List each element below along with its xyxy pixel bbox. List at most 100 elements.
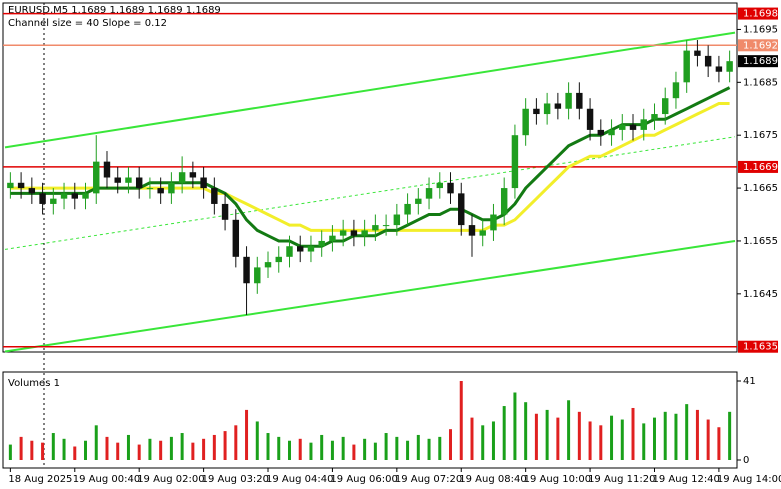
candle-body xyxy=(629,124,637,130)
candle-body xyxy=(415,198,422,204)
candle-body xyxy=(28,188,36,194)
candle-body xyxy=(17,182,25,189)
chart-subtitle: Channel size = 40 Slope = 0.12 xyxy=(8,18,167,29)
volume-panel xyxy=(2,371,738,469)
x-tick-label: 19 Aug 11:20 xyxy=(588,474,655,485)
candle-body xyxy=(425,188,433,199)
price-level-label: 1.1689 xyxy=(743,56,778,67)
x-tick-label: 19 Aug 03:20 xyxy=(202,474,269,485)
candle-body xyxy=(157,188,164,194)
volume-title: Volumes 1 xyxy=(8,378,60,389)
volume-tick-label: 0 xyxy=(743,455,749,466)
candle-body xyxy=(704,55,712,67)
x-tick-label: 19 Aug 07:20 xyxy=(395,474,462,485)
price-level-box xyxy=(738,160,778,173)
y-tick-label: 1.1685 xyxy=(743,77,778,88)
candle-body xyxy=(350,230,358,236)
candle-body xyxy=(254,267,261,284)
candle-body xyxy=(490,214,497,231)
channel-lower xyxy=(4,239,736,353)
candle-body xyxy=(511,135,519,189)
candle-body xyxy=(694,50,701,56)
candle-body xyxy=(200,177,207,189)
candle-body xyxy=(232,219,240,257)
x-tick-label: 19 Aug 12:40 xyxy=(652,474,719,485)
candle-body xyxy=(71,193,78,199)
candle-body xyxy=(458,193,465,226)
candle-body xyxy=(436,182,443,189)
candle-body xyxy=(60,193,68,199)
candle-body xyxy=(683,50,690,83)
candle-body xyxy=(211,188,218,204)
y-tick-label: 1.1665 xyxy=(743,183,778,194)
y-tick-label: 1.1675 xyxy=(743,130,778,141)
candle-body xyxy=(468,225,476,236)
candle-body xyxy=(404,203,411,215)
candle-body xyxy=(479,230,486,236)
candle-body xyxy=(619,124,626,130)
price-level-label: 1.1692 xyxy=(743,40,778,51)
candle-body xyxy=(103,161,111,178)
candle-body xyxy=(221,203,229,220)
candle-body xyxy=(565,92,572,109)
candle-body xyxy=(307,246,315,252)
candle-body xyxy=(586,108,594,130)
y-tick-label: 1.1695 xyxy=(743,24,778,35)
candle-body xyxy=(500,188,508,215)
candle-body xyxy=(543,103,551,115)
candle-body xyxy=(361,230,368,236)
candle-body xyxy=(7,182,14,189)
candle-body xyxy=(672,82,680,99)
x-tick-label: 19 Aug 14:00 xyxy=(717,474,781,485)
candle-body xyxy=(608,129,615,136)
candle-body xyxy=(82,193,89,199)
price-level-label: 1.1635 xyxy=(743,342,778,353)
candle-body xyxy=(554,103,562,109)
candle-body xyxy=(286,246,293,257)
x-tick-label: 19 Aug 00:40 xyxy=(73,474,140,485)
candle-body xyxy=(339,230,347,236)
candle-body xyxy=(382,225,390,227)
candle-body xyxy=(243,256,250,284)
candle-body xyxy=(125,177,132,183)
price-level-box xyxy=(738,340,778,353)
candle-body xyxy=(318,240,325,247)
x-tick-label: 19 Aug 08:40 xyxy=(459,474,526,485)
candle-body xyxy=(522,108,529,136)
price-level-box xyxy=(738,39,778,52)
candle-body xyxy=(640,119,647,130)
candle-body xyxy=(329,235,336,241)
candle-body xyxy=(93,161,100,194)
candle-body xyxy=(372,225,379,231)
candle-body xyxy=(114,177,121,183)
candle-body xyxy=(178,172,186,183)
candle-body xyxy=(168,182,175,194)
x-tick-label: 19 Aug 04:40 xyxy=(266,474,333,485)
candle-body xyxy=(533,108,540,115)
price-level-box xyxy=(738,55,778,68)
price-panel xyxy=(2,2,738,353)
candle-body xyxy=(135,177,143,189)
candle-body xyxy=(189,172,197,178)
price-level-label: 1.1698 xyxy=(743,9,778,20)
x-tick-label: 19 Aug 10:00 xyxy=(524,474,591,485)
candle-body xyxy=(597,129,605,136)
volume-tick-label: 41 xyxy=(743,376,756,387)
candle-body xyxy=(447,182,454,194)
channel-upper xyxy=(4,31,736,149)
candle-body xyxy=(146,188,154,190)
candle-body xyxy=(726,61,733,72)
x-tick-label: 19 Aug 06:00 xyxy=(330,474,397,485)
candle-body xyxy=(50,198,57,204)
y-tick-label: 1.1655 xyxy=(743,236,778,247)
x-tick-label: 18 Aug 2025 xyxy=(8,474,72,485)
candle-body xyxy=(662,98,669,115)
candle-body xyxy=(297,246,304,252)
y-tick-label: 1.1645 xyxy=(743,289,778,300)
candle-body xyxy=(576,92,583,109)
candle-body xyxy=(264,262,272,268)
candle-body xyxy=(275,256,282,263)
candle-body xyxy=(39,193,46,204)
price-level-box xyxy=(738,7,778,20)
